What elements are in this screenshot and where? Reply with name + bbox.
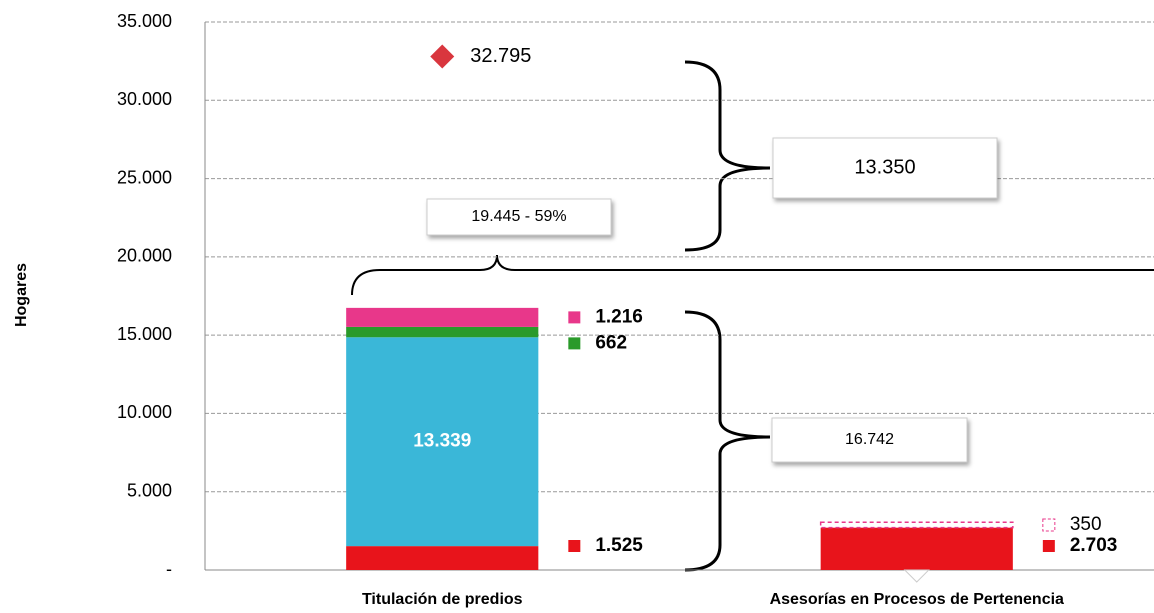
bar-segment xyxy=(346,307,539,327)
legend-swatch xyxy=(568,311,581,324)
bar-segment xyxy=(346,326,539,338)
annotation-box xyxy=(772,137,998,199)
data-label: 1.216 xyxy=(595,306,643,327)
legend-swatch xyxy=(1042,518,1056,532)
bar-segment xyxy=(820,527,1013,570)
y-tick-label: 10.000 xyxy=(117,402,172,422)
data-label: 2.703 xyxy=(1070,535,1118,556)
annotation: 16.742 xyxy=(845,431,894,448)
y-tick-label: 25.000 xyxy=(117,167,172,187)
pointer xyxy=(903,569,930,583)
data-label: 1.525 xyxy=(595,535,643,556)
y-tick-label: - xyxy=(166,559,172,579)
annotation-box xyxy=(426,198,612,236)
data-label: 13.339 xyxy=(413,431,471,452)
y-tick-label: 30.000 xyxy=(117,89,172,109)
legend-swatch xyxy=(568,540,581,552)
annotation: 19.445 - 59% xyxy=(471,208,566,225)
y-tick-label: 20.000 xyxy=(117,246,172,266)
y-axis-label: Hogares xyxy=(13,263,30,327)
x-tick-label: Titulación de predios xyxy=(362,591,523,608)
y-tick-label: 35.000 xyxy=(117,11,172,31)
legend-swatch xyxy=(1042,540,1055,552)
data-label: 350 xyxy=(1070,514,1102,535)
y-tick-label: 5.000 xyxy=(127,480,172,500)
annotation: 13.350 xyxy=(854,156,915,178)
bar-segment xyxy=(346,337,539,547)
point-marker xyxy=(430,44,455,69)
data-label: 32.795 xyxy=(470,45,531,67)
annotation-box xyxy=(771,417,968,463)
brace xyxy=(684,60,771,252)
brace xyxy=(684,310,771,572)
bar-segment xyxy=(346,546,539,570)
data-label: 662 xyxy=(595,332,627,353)
brace xyxy=(351,254,1154,296)
y-tick-label: 15.000 xyxy=(117,324,172,344)
legend-swatch xyxy=(568,337,581,350)
bar-segment xyxy=(819,521,1014,529)
x-tick-label: Asesorías en Procesos de Pertenencia xyxy=(770,591,1064,608)
